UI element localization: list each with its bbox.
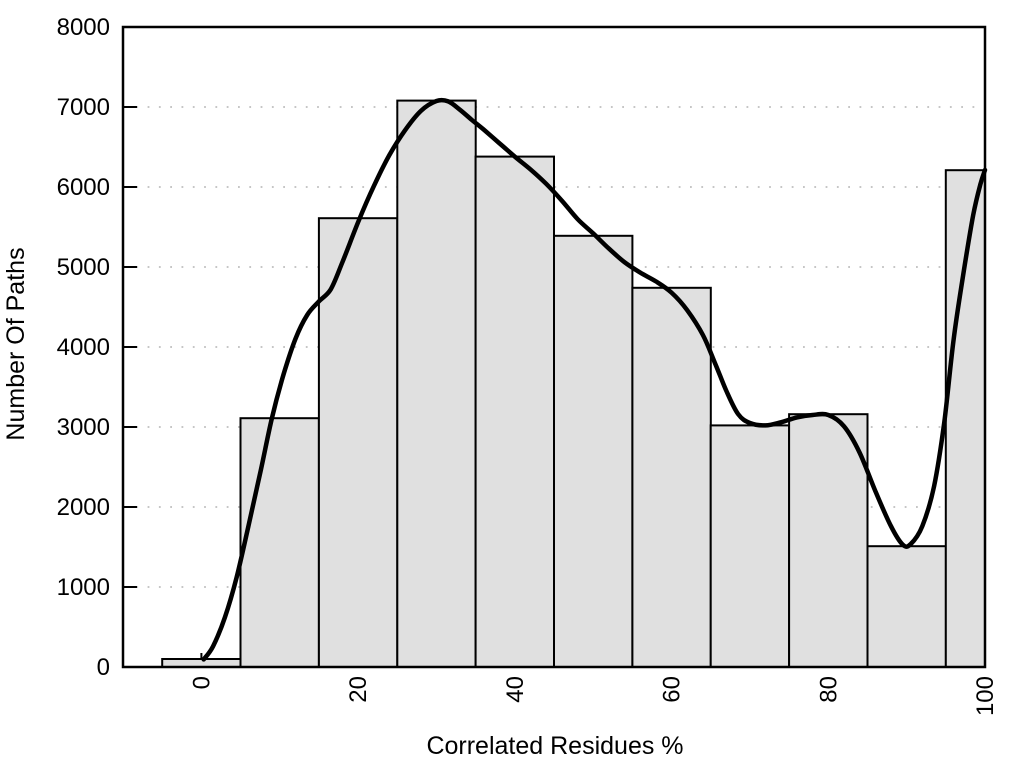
histogram-bar	[788, 413, 869, 669]
histogram-bar	[631, 286, 712, 668]
histogram-bar	[396, 99, 477, 669]
y-tick-label: 4000	[57, 334, 110, 361]
y-tick-label: 8000	[57, 14, 110, 41]
density-curve	[201, 97, 988, 662]
tick-labels-layer: 0 1000 2000 3000 4000 5000 6000 7000 8000 0 20 40 60…	[57, 14, 999, 716]
y-tick-label: 3000	[57, 414, 110, 441]
x-tick-label: 80	[815, 676, 842, 703]
x-tick-label: 20	[345, 676, 372, 703]
curve-layer	[201, 97, 988, 662]
y-axis-title: Number Of Paths	[2, 247, 30, 440]
y-tick-label: 2000	[57, 494, 110, 521]
x-tick-label: 100	[972, 676, 999, 716]
y-tick-label: 5000	[57, 254, 110, 281]
y-tick-label: 0	[97, 654, 110, 681]
frame-layer	[121, 25, 987, 669]
histogram-bar	[239, 417, 320, 669]
histogram-bar	[474, 155, 556, 668]
x-axis-title: Correlated Residues %	[426, 732, 683, 760]
y-tick-label: 1000	[57, 574, 110, 601]
histogram-bar	[709, 424, 791, 668]
x-tick-label: 0	[188, 676, 215, 689]
y-tick-label: 6000	[57, 174, 110, 201]
bars-layer	[161, 99, 986, 669]
x-tick-label: 60	[659, 676, 686, 703]
histogram-bar	[866, 545, 947, 669]
histogram-bar	[944, 169, 986, 668]
histogram-bar	[553, 234, 634, 669]
x-tick-label: 40	[502, 676, 529, 703]
y-tick-label: 7000	[57, 94, 110, 121]
